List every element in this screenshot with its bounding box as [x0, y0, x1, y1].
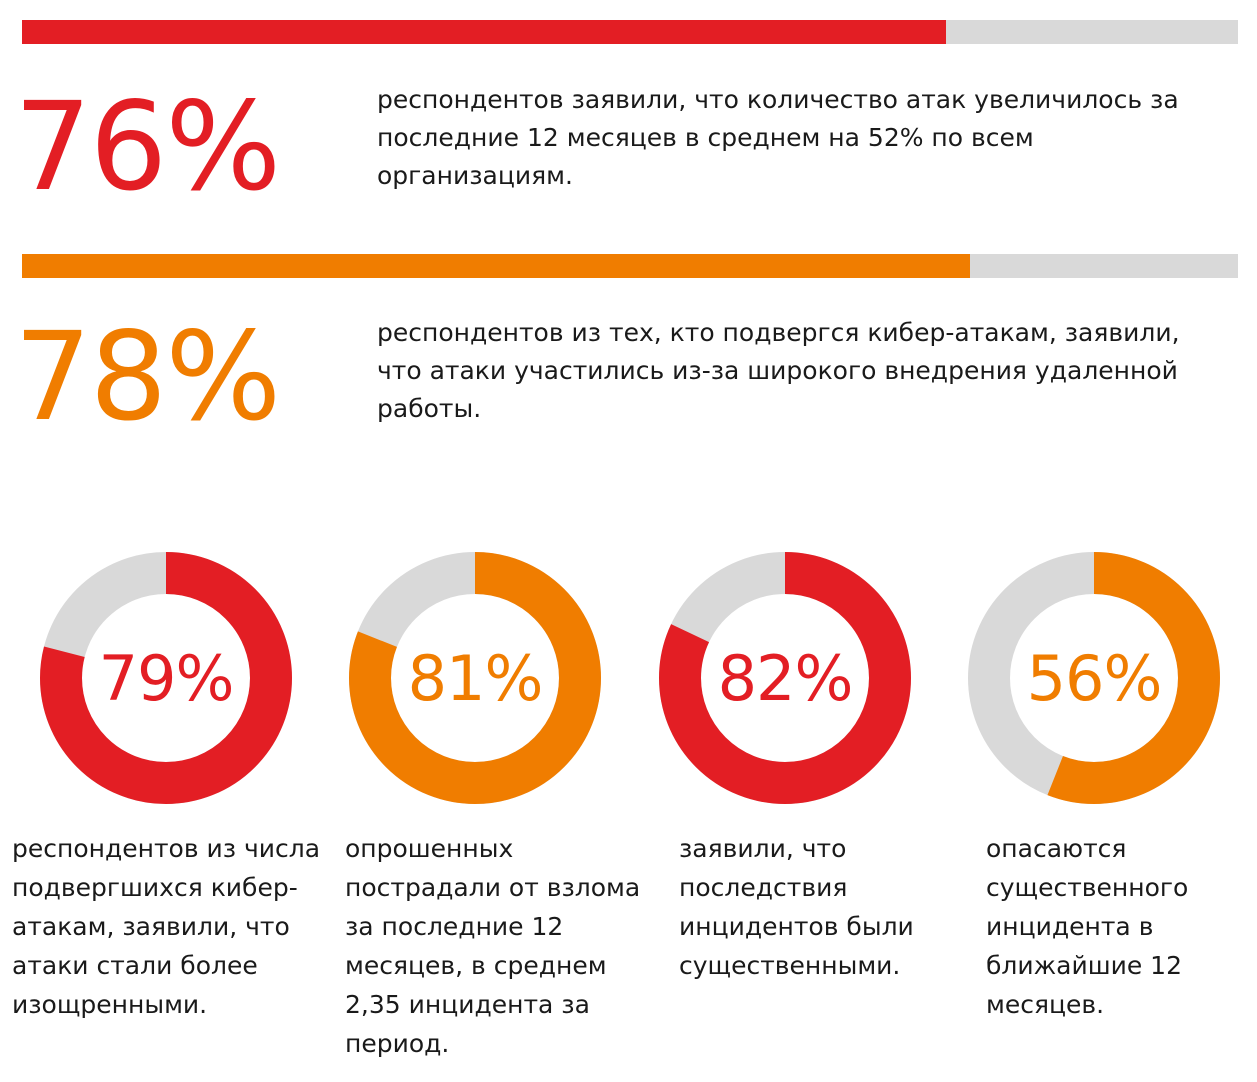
donut-svg [659, 552, 911, 804]
donut-caption-82: заявили, что последствия инцидентов были… [679, 834, 914, 980]
progress-bar-78 [22, 254, 1238, 278]
donut-arc [40, 552, 292, 804]
donut-chart-81: 81% [344, 547, 606, 809]
donut-svg [40, 552, 292, 804]
donut-chart-82: 82% [654, 547, 916, 809]
donut-caption-81: опрошенных пострадали от взлома за после… [345, 834, 641, 1058]
donut-value: 79% [98, 641, 235, 715]
donut-arc [659, 552, 911, 804]
donut-arc [968, 552, 1220, 804]
progress-bar-76 [22, 20, 1238, 44]
stat-value-76: 76% [14, 76, 281, 218]
donut-value: 56% [1026, 641, 1163, 715]
donut-value: 81% [407, 641, 544, 715]
progress-bar-fill [22, 20, 947, 44]
progress-bar-fill [22, 254, 971, 278]
stat-description-78: респондентов из тех, кто подвергся кибер… [377, 318, 1180, 423]
stat-value-78: 78% [14, 306, 281, 448]
donut-caption-79: респондентов из числа подвергшихся кибер… [12, 834, 321, 1019]
donut-svg [968, 552, 1220, 804]
donut-chart-56: 56% [963, 547, 1225, 809]
donut-caption-56: опасаются существенного инцидента в ближ… [986, 834, 1189, 1019]
donut-arc [349, 552, 601, 804]
donut-value: 82% [717, 641, 854, 715]
stat-description-76: респондентов заявили, что количество ата… [377, 85, 1179, 190]
donut-chart-79: 79% [35, 547, 297, 809]
donut-svg [349, 552, 601, 804]
